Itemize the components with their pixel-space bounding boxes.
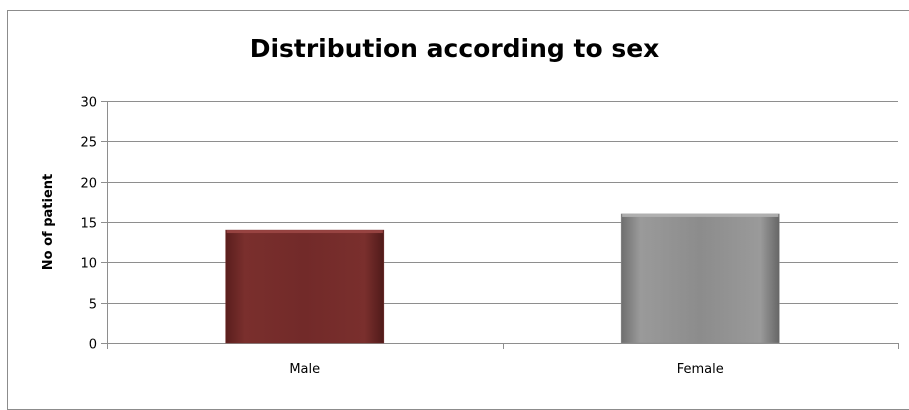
bar-chart-plot: 0 5 10 15 20 25 30 Male Female No of patient (0, 0, 909, 394)
y-tick-label-0: 0 (89, 338, 97, 353)
y-tick-label-20: 20 (80, 177, 97, 192)
bars (226, 214, 780, 343)
x-tick-label-female: Female (677, 362, 724, 377)
bar-top-highlight-male (227, 230, 383, 233)
y-tick-label-15: 15 (80, 217, 97, 232)
y-tick-label-25: 25 (80, 136, 97, 151)
y-tick-label-5: 5 (89, 298, 97, 313)
bar-male (226, 230, 384, 343)
y-tick-label-30: 30 (80, 96, 97, 111)
y-axis-title: No of patient (41, 174, 56, 270)
bar-female (621, 214, 779, 343)
y-tick-label-10: 10 (80, 257, 97, 272)
bar-top-highlight-female (622, 214, 778, 217)
x-tick-label-male: Male (289, 362, 320, 377)
